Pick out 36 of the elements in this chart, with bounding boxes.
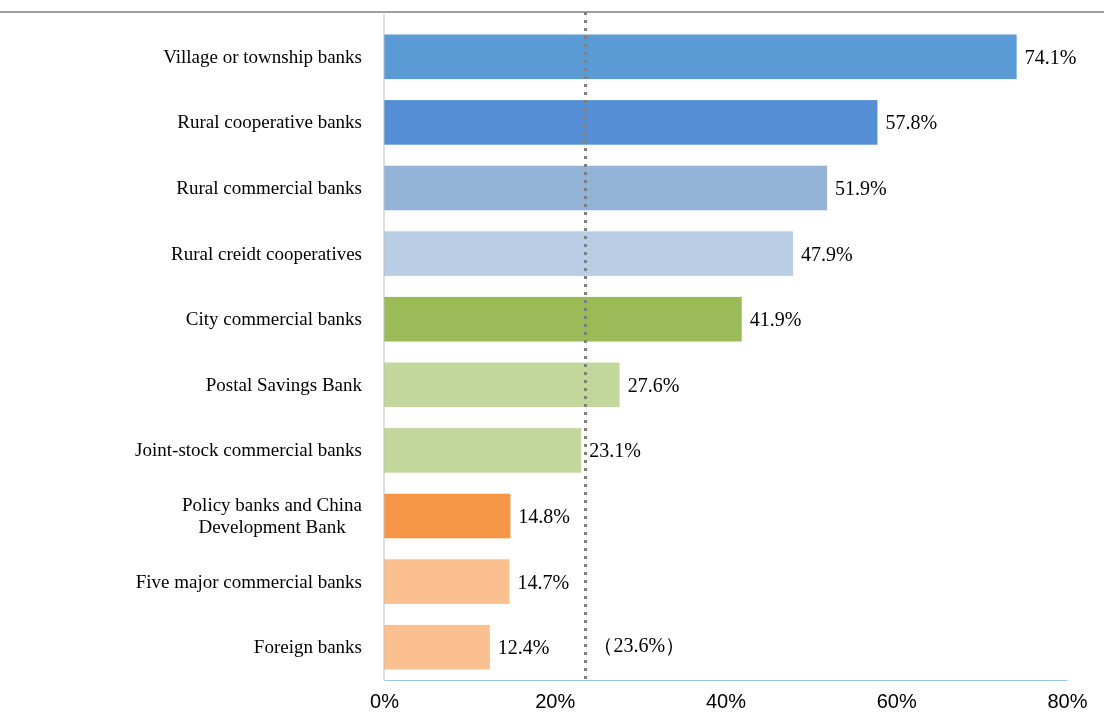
bar bbox=[384, 100, 878, 145]
y-tick-label: Rural commercial banks bbox=[176, 177, 362, 199]
y-tick-label: Village or township banks bbox=[163, 45, 362, 67]
data-label: 57.8% bbox=[885, 111, 938, 134]
y-tick-label: Five major commercial banks bbox=[135, 570, 362, 592]
data-label: 74.1% bbox=[1024, 45, 1077, 68]
x-tick-label: 20% bbox=[535, 690, 576, 713]
data-label: 14.7% bbox=[517, 570, 570, 593]
bar bbox=[384, 559, 510, 604]
x-tick-label: 80% bbox=[1047, 690, 1088, 713]
data-label: 14.8% bbox=[518, 505, 571, 527]
y-tick-label: City commercial banks bbox=[185, 308, 362, 330]
bar bbox=[384, 165, 828, 211]
bar bbox=[384, 624, 490, 670]
bar bbox=[384, 493, 511, 539]
ref-line-label: （23.6%） bbox=[593, 634, 686, 656]
data-label: 51.9% bbox=[835, 177, 887, 199]
x-tick-label: 40% bbox=[705, 690, 747, 713]
bar bbox=[384, 34, 1017, 80]
y-tick-label: Joint-stock commercial banks bbox=[135, 439, 362, 461]
y-tick-label: Foreign banks bbox=[253, 636, 362, 658]
y-tick-label: Policy banks and China Development Bank bbox=[182, 493, 363, 538]
data-label: 41.9% bbox=[749, 308, 802, 331]
y-tick-label: Postal Savings Bank bbox=[205, 373, 363, 395]
x-tick-label: 60% bbox=[876, 690, 917, 713]
bar bbox=[384, 428, 582, 473]
y-tick-label: Rural cooperative banks bbox=[177, 111, 362, 133]
bar bbox=[384, 296, 742, 342]
x-tick-label: 0% bbox=[370, 690, 400, 713]
bar bbox=[384, 231, 793, 276]
data-label: 27.6% bbox=[627, 373, 680, 396]
data-label: 12.4% bbox=[497, 636, 550, 659]
data-label: 23.1% bbox=[589, 439, 641, 462]
bar bbox=[384, 362, 620, 408]
y-tick-label: Rural creidt cooperatives bbox=[171, 242, 362, 264]
data-label: 47.9% bbox=[800, 242, 853, 265]
